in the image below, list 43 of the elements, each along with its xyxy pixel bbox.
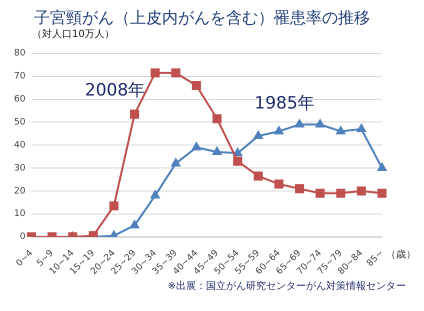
y-tick-label: 50 (14, 118, 26, 128)
point (130, 220, 140, 228)
y-tick-label: 0 (20, 232, 26, 242)
y-tick-label: 80 (14, 48, 26, 59)
point (150, 190, 160, 199)
y-tick-label: 20 (14, 186, 26, 196)
chart-title: 子宮頸がん（上皮内がんを含む）罹患率の推移 (33, 8, 371, 28)
series-label: 1985年 (254, 93, 315, 114)
y-tick-label: 10 (14, 209, 26, 220)
point (356, 124, 366, 132)
y-axis-title: （対人口10万人） (31, 28, 116, 42)
y-tick-label: 40 (14, 140, 26, 150)
point (212, 114, 222, 124)
point (171, 68, 180, 78)
point (212, 146, 222, 155)
point (274, 126, 284, 134)
point (109, 201, 118, 210)
point (233, 156, 242, 166)
point (294, 184, 304, 194)
x-axis-title: （歳） (386, 248, 416, 261)
y-tick-label: 60 (14, 94, 26, 105)
point (233, 148, 242, 156)
x-tick-label: 85~ (365, 248, 386, 269)
point (336, 188, 346, 198)
y-tick-label: 30 (14, 163, 26, 174)
text: ※出展：国立がん研究センターがん対策情報センター (166, 280, 407, 294)
y-tick-label: 70 (14, 72, 26, 82)
point (254, 130, 263, 139)
point (356, 186, 366, 196)
point (378, 163, 386, 172)
point (316, 188, 325, 198)
point (316, 119, 325, 128)
point (254, 172, 263, 181)
series-label: 2008年 (84, 80, 146, 100)
point (130, 110, 140, 119)
point (150, 68, 160, 78)
point (295, 119, 304, 128)
point (274, 180, 284, 189)
point (336, 126, 346, 134)
point (377, 188, 387, 198)
point (192, 142, 201, 150)
point (171, 158, 180, 166)
point (192, 80, 201, 90)
